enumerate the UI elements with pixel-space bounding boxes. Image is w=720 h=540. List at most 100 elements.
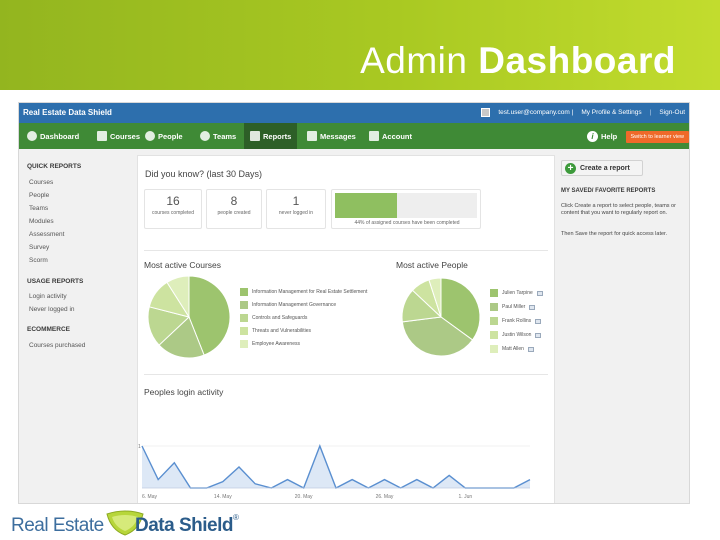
- profile-card-icon[interactable]: [527, 346, 534, 352]
- tab-account[interactable]: Account: [363, 123, 418, 149]
- legend-swatch: [240, 327, 248, 335]
- legend-item[interactable]: Employee Awareness: [240, 340, 300, 348]
- legend-item[interactable]: Julien Tarpine: [490, 289, 543, 297]
- sidebar-item-modules[interactable]: Modules: [29, 218, 54, 225]
- legend-item[interactable]: Paul Miller: [490, 303, 536, 311]
- profile-link[interactable]: My Profile & Settings: [581, 109, 642, 116]
- legend-item[interactable]: Threats and Vulnerabilities: [240, 327, 311, 335]
- stat-value: 16: [166, 194, 180, 208]
- registered-mark: ®: [233, 513, 239, 522]
- legend-item[interactable]: Information Management for Real Estate S…: [240, 288, 367, 296]
- legend-item[interactable]: Justin Wilson: [490, 331, 542, 339]
- legend-item[interactable]: Matt Allen: [490, 345, 534, 353]
- legend-item[interactable]: Controls and Safeguards: [240, 314, 307, 322]
- login-activity-title: Peoples login activity: [144, 387, 224, 397]
- legend-label: Paul Miller: [502, 304, 526, 310]
- legend-label: Threats and Vulnerabilities: [252, 328, 312, 334]
- profile-card-icon[interactable]: [529, 304, 536, 310]
- profile-card-icon[interactable]: [536, 290, 543, 296]
- did-you-know-heading: Did you know? (last 30 Days): [145, 169, 263, 179]
- sidebar-item-courses[interactable]: Courses: [29, 179, 54, 186]
- stat-people-created: 8 people created: [206, 189, 262, 229]
- pie-slice-4[interactable]: [428, 277, 442, 318]
- progress-track: [335, 193, 477, 218]
- tab-dashboard[interactable]: Dashboard: [21, 123, 85, 149]
- footer-logo: Real Estate Data Shield ®: [11, 507, 251, 537]
- app-brand[interactable]: Real Estate Data Shield: [23, 108, 112, 117]
- legend-swatch: [490, 345, 498, 353]
- sidebar-item-survey[interactable]: Survey: [29, 244, 50, 251]
- completion-progress: 44% of assigned courses have been comple…: [331, 189, 481, 229]
- legend-swatch: [490, 317, 498, 325]
- sidebar: QUICK REPORTS Courses People Teams Modul…: [19, 149, 137, 503]
- signout-link[interactable]: Sign-Out: [659, 109, 685, 116]
- sidebar-item-scorm[interactable]: Scorm: [29, 257, 48, 264]
- dashboard-icon: [27, 131, 37, 141]
- divider: [144, 250, 548, 251]
- tab-label: People: [158, 131, 183, 141]
- slide-title-bold: Dashboard: [478, 40, 676, 81]
- legend-swatch: [240, 288, 248, 296]
- sidebar-item-teams[interactable]: Teams: [29, 205, 49, 212]
- sidebar-heading-usage-reports: USAGE REPORTS: [27, 278, 84, 285]
- sidebar-item-login-activity[interactable]: Login activity: [29, 293, 67, 300]
- pie-slice-0[interactable]: [188, 275, 231, 356]
- tab-courses[interactable]: Courses: [91, 123, 146, 149]
- tab-label: Messages: [320, 131, 356, 141]
- logo-text-left: Real Estate: [11, 515, 104, 536]
- pie-slice-1[interactable]: [401, 316, 474, 357]
- tab-messages[interactable]: Messages: [301, 123, 362, 149]
- tab-teams[interactable]: Teams: [194, 123, 242, 149]
- x-tick-label: 6. May: [142, 494, 158, 500]
- people-icon: [145, 131, 155, 141]
- tab-reports[interactable]: Reports: [244, 123, 298, 149]
- progress-fill: [335, 193, 398, 218]
- y-tick-label: 1: [138, 444, 141, 450]
- x-tick-label: 14. May: [214, 494, 232, 500]
- main-nav: Dashboard Courses People Teams Reports M…: [19, 123, 689, 149]
- x-tick-label: 26. May: [376, 494, 394, 500]
- x-tick-label: 20. May: [295, 494, 313, 500]
- legend-label: Information Management Governance: [252, 302, 337, 308]
- user-email[interactable]: test.user@company.com |: [498, 109, 574, 116]
- profile-card-icon[interactable]: [535, 318, 542, 324]
- people-legend: Julien Tarpine Paul Miller Frank Rollins Ju…: [490, 289, 554, 369]
- teams-icon: [200, 131, 210, 141]
- logo-text-right: Data Shield: [135, 515, 233, 536]
- avatar[interactable]: [481, 108, 491, 117]
- shield-icon: [106, 510, 144, 536]
- legend-swatch: [240, 301, 248, 309]
- courses-legend: Information Management for Real Estate S…: [240, 288, 390, 368]
- pie-slice-0[interactable]: [440, 277, 481, 341]
- sidebar-item-courses-purchased[interactable]: Courses purchased: [29, 342, 86, 349]
- separator: |: [649, 109, 652, 116]
- create-report-label: Create a report: [580, 164, 630, 172]
- reports-icon: [250, 131, 260, 141]
- pie-slice-4[interactable]: [166, 275, 190, 319]
- legend-swatch: [240, 314, 248, 322]
- help-icon: i: [587, 130, 598, 142]
- series-line[interactable]: [141, 444, 531, 489]
- sidebar-item-never-logged-in[interactable]: Never logged in: [29, 306, 75, 313]
- stat-value: 8: [230, 194, 238, 208]
- courses-icon: [97, 131, 107, 141]
- legend-swatch: [490, 331, 498, 339]
- stat-value: 1: [292, 194, 300, 208]
- legend-label: Julien Tarpine: [502, 290, 533, 296]
- sidebar-heading-quick-reports: QUICK REPORTS: [27, 163, 82, 170]
- help-link[interactable]: i Help: [581, 123, 623, 149]
- profile-card-icon[interactable]: [535, 332, 542, 338]
- sidebar-item-people[interactable]: People: [29, 192, 50, 199]
- pie-slice-1[interactable]: [158, 316, 205, 359]
- legend-swatch: [490, 289, 498, 297]
- switch-learner-button[interactable]: Switch to learner view: [625, 131, 689, 143]
- legend-item[interactable]: Frank Rollins: [490, 317, 542, 325]
- legend-item[interactable]: Information Management Governance: [240, 301, 336, 309]
- people-pie-chart: [401, 277, 481, 357]
- tab-people[interactable]: People: [139, 123, 189, 149]
- sidebar-item-assessment[interactable]: Assessment: [29, 231, 65, 238]
- slide-title: Admin Dashboard: [360, 40, 676, 82]
- create-report-button[interactable]: + Create a report: [561, 160, 643, 176]
- stat-never-logged-in: 1 never logged in: [266, 189, 326, 229]
